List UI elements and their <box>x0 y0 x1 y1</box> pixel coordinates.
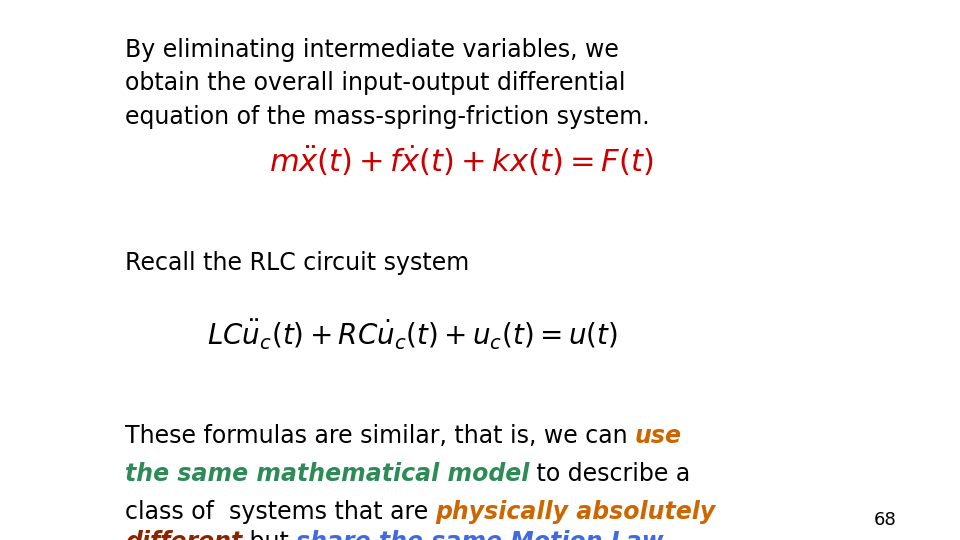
Text: Recall the RLC circuit system: Recall the RLC circuit system <box>125 251 469 275</box>
Text: the same mathematical model: the same mathematical model <box>125 462 529 485</box>
Text: 68: 68 <box>874 511 897 529</box>
Text: $m\ddot{x}(t) + f\dot{x}(t) + kx(t) = F(t)$: $m\ddot{x}(t) + f\dot{x}(t) + kx(t) = F(… <box>269 145 653 179</box>
Text: $LC\ddot{u}_c(t) + RC\dot{u}_c(t) + u_c(t) = u(t)$: $LC\ddot{u}_c(t) + RC\dot{u}_c(t) + u_c(… <box>207 318 618 352</box>
Text: to describe a: to describe a <box>529 462 690 485</box>
Text: class of  systems that are: class of systems that are <box>125 500 436 523</box>
Text: use: use <box>635 424 682 448</box>
Text: different: different <box>125 530 242 540</box>
Text: These formulas are similar, that is, we can: These formulas are similar, that is, we … <box>125 424 635 448</box>
Text: By eliminating intermediate variables, we
obtain the overall input-output differ: By eliminating intermediate variables, w… <box>125 38 649 129</box>
Text: physically absolutely: physically absolutely <box>436 500 716 523</box>
Text: share the same Motion Law.: share the same Motion Law. <box>297 530 672 540</box>
Text: but: but <box>242 530 297 540</box>
